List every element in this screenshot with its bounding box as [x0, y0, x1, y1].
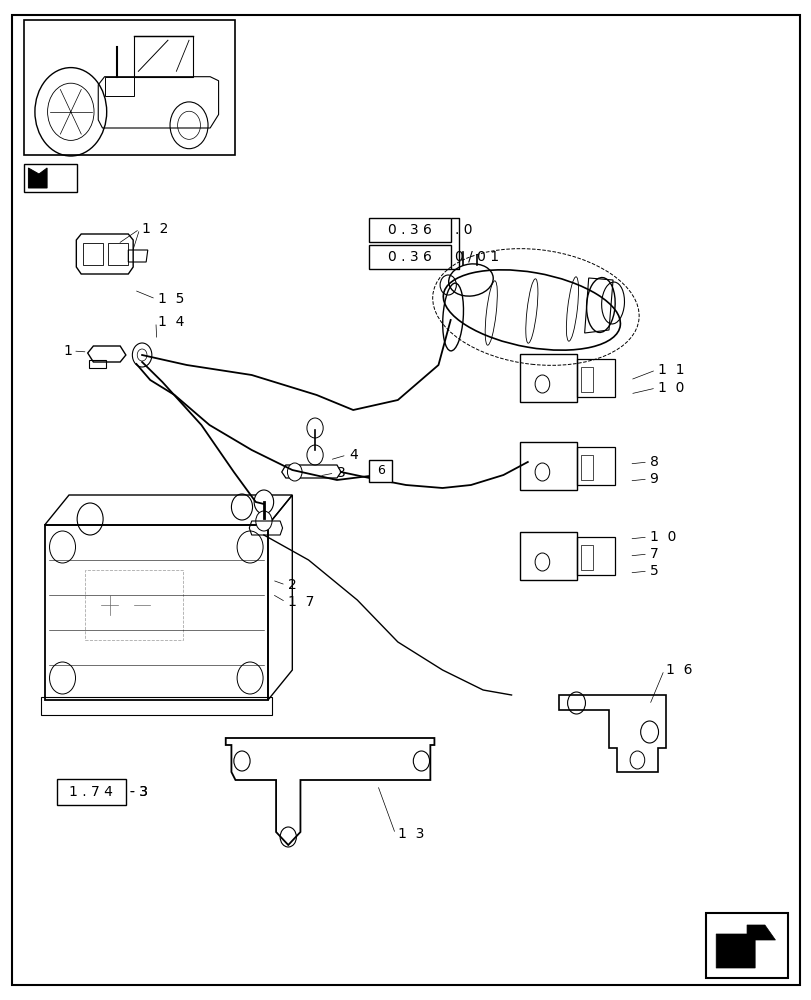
Bar — [519, 354, 576, 402]
Text: 1  0: 1 0 — [649, 530, 675, 544]
Text: 1  0: 1 0 — [657, 381, 683, 395]
Text: 9: 9 — [649, 472, 658, 486]
Text: 7: 7 — [649, 547, 658, 561]
Bar — [369, 218, 450, 242]
Text: 0 / 0 1: 0 / 0 1 — [454, 250, 498, 264]
Text: 1 . 7 4: 1 . 7 4 — [69, 785, 114, 799]
Text: 8: 8 — [649, 455, 658, 469]
Text: 1: 1 — [63, 344, 72, 358]
Text: 1  3: 1 3 — [397, 827, 423, 841]
Circle shape — [49, 531, 75, 563]
Circle shape — [307, 418, 323, 438]
Text: 1  7: 1 7 — [288, 595, 314, 609]
Text: 6: 6 — [376, 464, 384, 478]
Bar — [580, 367, 592, 392]
Bar — [519, 442, 576, 490]
Text: 1  2: 1 2 — [142, 222, 168, 236]
Bar — [85, 570, 182, 640]
Bar — [369, 460, 392, 482]
Circle shape — [237, 662, 263, 694]
Bar — [576, 359, 615, 397]
Text: 0 . 3 6: 0 . 3 6 — [388, 250, 431, 264]
Text: - 3: - 3 — [130, 785, 148, 799]
Bar — [519, 532, 576, 580]
Text: 3: 3 — [337, 466, 345, 480]
Text: 5: 5 — [649, 564, 658, 578]
Circle shape — [287, 463, 302, 481]
Circle shape — [254, 490, 273, 514]
Bar — [108, 243, 128, 265]
Bar — [580, 455, 592, 480]
Text: - 3: - 3 — [130, 785, 148, 799]
Polygon shape — [28, 168, 47, 188]
Bar — [83, 243, 103, 265]
Polygon shape — [715, 925, 775, 968]
Bar — [41, 697, 272, 715]
Bar — [369, 245, 450, 269]
Bar — [24, 20, 235, 155]
Text: . 0: . 0 — [454, 223, 472, 237]
Bar — [57, 779, 126, 805]
Bar — [580, 545, 592, 570]
Circle shape — [132, 343, 152, 367]
Text: 2: 2 — [288, 578, 297, 592]
Bar — [576, 537, 615, 575]
Circle shape — [49, 662, 75, 694]
Text: 1  4: 1 4 — [158, 315, 184, 329]
Circle shape — [255, 511, 272, 531]
Text: 1  5: 1 5 — [158, 292, 184, 306]
Text: 1  6: 1 6 — [665, 663, 692, 677]
Bar — [706, 913, 787, 978]
Circle shape — [237, 531, 263, 563]
Text: 0 . 3 6: 0 . 3 6 — [388, 223, 431, 237]
Text: 1  1: 1 1 — [657, 363, 684, 377]
Text: 4: 4 — [349, 448, 358, 462]
Bar — [45, 525, 268, 700]
Bar — [24, 164, 77, 192]
Circle shape — [307, 445, 323, 465]
Bar — [576, 447, 615, 485]
